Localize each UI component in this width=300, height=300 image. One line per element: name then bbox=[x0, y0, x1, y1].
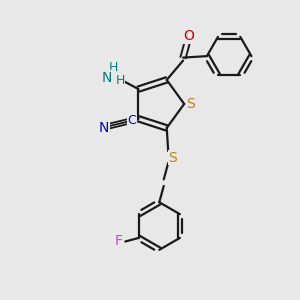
Text: S: S bbox=[168, 151, 177, 165]
Text: H: H bbox=[116, 74, 125, 87]
Text: H: H bbox=[109, 61, 118, 74]
Text: N: N bbox=[102, 71, 112, 85]
Text: O: O bbox=[184, 29, 194, 43]
Text: C: C bbox=[127, 114, 136, 127]
Text: N: N bbox=[99, 121, 110, 135]
Text: F: F bbox=[115, 235, 122, 248]
Text: S: S bbox=[186, 97, 195, 111]
